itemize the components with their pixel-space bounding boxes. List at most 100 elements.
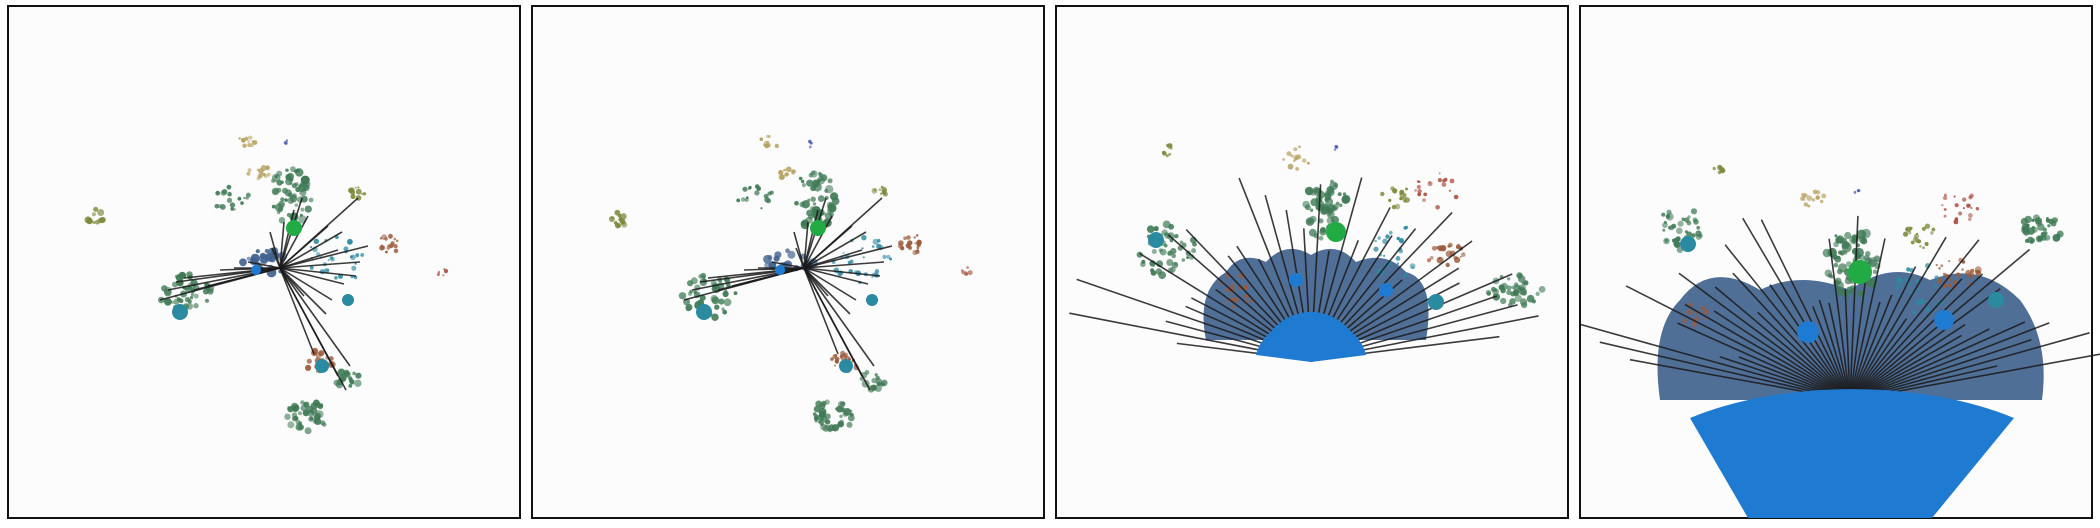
cluster-node: [1872, 269, 1878, 275]
cluster-node: [2029, 240, 2034, 245]
cluster-node: [1324, 197, 1329, 202]
cluster-node: [237, 196, 242, 201]
cluster-node: [961, 270, 966, 275]
cluster-node: [814, 419, 818, 423]
cluster-node: [802, 219, 809, 226]
cluster-node: [1438, 172, 1441, 175]
cluster-node: [882, 254, 887, 259]
edge-line: [279, 267, 357, 277]
cluster-node: [314, 417, 322, 425]
cluster-node: [766, 142, 771, 148]
cluster-node: [303, 401, 310, 408]
edge-line: [803, 267, 881, 277]
cluster-node: [357, 186, 360, 189]
cluster-node: [308, 197, 314, 203]
cluster-node: [304, 427, 312, 435]
edge-line: [803, 215, 833, 269]
cluster-node: [354, 379, 362, 387]
cluster-node: [102, 217, 106, 222]
cluster-node: [1962, 207, 1965, 210]
cluster-node: [763, 143, 766, 147]
cluster-node: [808, 214, 814, 220]
cluster-node: [1441, 182, 1447, 187]
hub-shadow-node: [239, 258, 247, 267]
cluster-node: [1298, 145, 1301, 149]
cluster-node: [613, 221, 618, 225]
cluster-node: [1414, 189, 1417, 192]
cluster-node: [1856, 253, 1861, 258]
cluster-node: [1903, 231, 1909, 237]
cluster-node: [1961, 268, 1964, 271]
edge-line: [279, 215, 309, 269]
edge-line: [1849, 322, 2050, 401]
cluster-node: [811, 170, 816, 175]
cluster-node: [382, 245, 385, 248]
cluster-node: [874, 373, 878, 377]
cluster-node: [1941, 204, 1944, 207]
cluster-node: [849, 259, 854, 264]
cluster-node: [812, 202, 817, 206]
cluster-node: [1165, 154, 1169, 158]
cluster-node: [886, 254, 891, 259]
cluster-node: [908, 245, 912, 250]
edge-line: [795, 247, 805, 269]
edge-line: [803, 267, 857, 301]
cluster-node: [1953, 195, 1956, 198]
cluster-node: [1448, 242, 1453, 248]
cluster-node: [1304, 204, 1311, 211]
cluster-node: [1405, 187, 1408, 191]
cluster-node: [818, 172, 823, 178]
cluster-node: [906, 235, 911, 240]
cluster-node: [2044, 231, 2048, 235]
cluster-node: [1428, 181, 1431, 184]
cluster-node: [1290, 154, 1294, 158]
hub-node: [1289, 273, 1303, 287]
cluster-node: [278, 200, 285, 208]
cluster-node: [889, 257, 893, 261]
cluster-node: [839, 401, 845, 407]
cluster-node: [723, 298, 732, 307]
cluster-node: [1696, 225, 1701, 230]
cluster-node: [265, 165, 270, 171]
cluster-node: [2052, 234, 2061, 242]
cluster-node: [1851, 247, 1859, 255]
cluster-node: [1671, 238, 1676, 243]
highlight-green-node: [286, 220, 302, 236]
cluster-node: [1896, 277, 1903, 284]
cluster-node: [718, 298, 725, 305]
cluster-node: [1286, 151, 1292, 157]
cluster-node: [1293, 147, 1298, 152]
edge-line: [279, 267, 333, 301]
edge-line: [1812, 306, 1851, 401]
cluster-node: [1841, 242, 1852, 253]
cluster-node: [247, 140, 250, 143]
cluster-node: [245, 192, 251, 198]
cluster-node: [678, 292, 687, 300]
cluster-node: [1691, 233, 1696, 238]
cluster-node: [343, 246, 349, 252]
cluster-node: [616, 223, 622, 228]
edge-line: [803, 267, 839, 355]
cluster-node: [1327, 204, 1335, 212]
cluster-node: [818, 408, 827, 416]
cluster-node: [1491, 286, 1496, 292]
cluster-node: [1942, 195, 1948, 201]
cluster-node: [1151, 249, 1157, 254]
cluster-node: [1719, 167, 1726, 174]
cluster-node: [1230, 293, 1233, 296]
hub-node: [251, 265, 261, 275]
edge-line: [1849, 288, 2001, 401]
cluster-node: [240, 137, 246, 143]
cluster-node: [2037, 223, 2045, 231]
cluster-node: [830, 192, 839, 201]
highlight-green-node: [1326, 222, 1346, 242]
cluster-node: [2033, 214, 2040, 222]
cluster-node: [1531, 299, 1536, 304]
cluster-node: [1801, 192, 1806, 198]
cluster-node: [1915, 299, 1922, 306]
cluster-node: [1922, 246, 1925, 249]
cluster-node: [295, 419, 301, 425]
cluster-node: [1191, 248, 1197, 254]
edge-line: [1818, 299, 1851, 401]
edge-line: [279, 245, 369, 269]
